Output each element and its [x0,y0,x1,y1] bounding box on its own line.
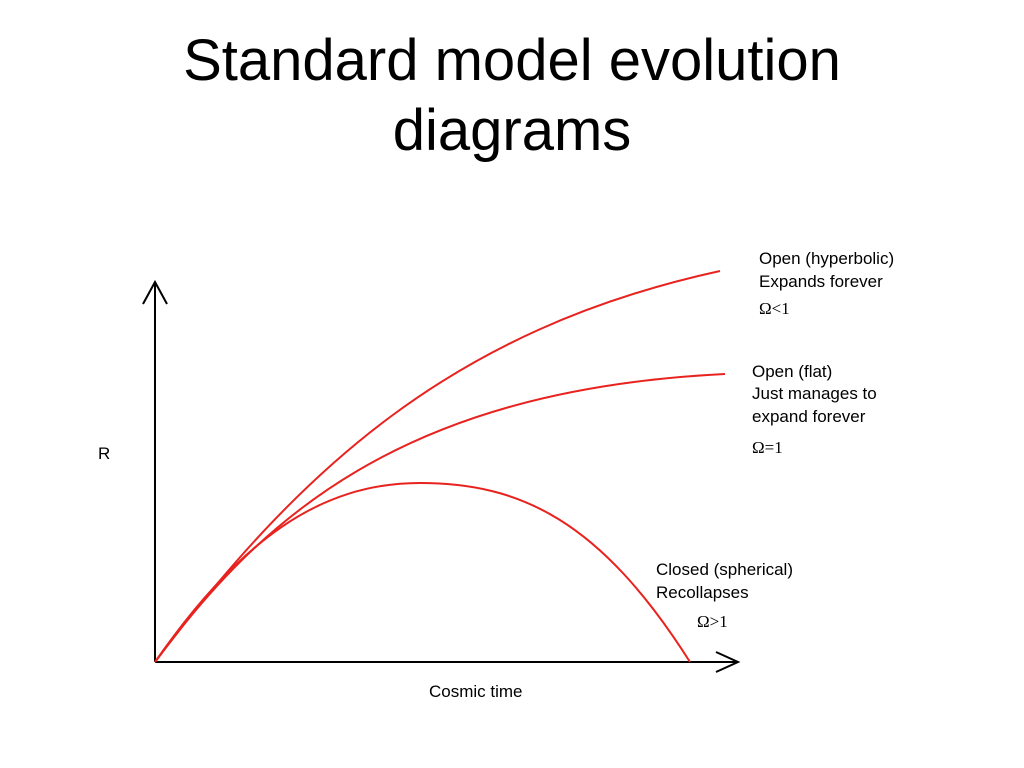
label-closed-spherical: Closed (spherical) Recollapses Ω>1 [656,560,793,631]
x-axis-arrowhead [715,651,741,673]
flat-line-1: Open (flat) [752,362,832,381]
flat-line-2: Just manages to [752,384,877,403]
label-open-flat: Open (flat) Just manages to expand forev… [752,362,877,457]
curve-open-hyperbolic [154,270,721,663]
flat-line-3: expand forever [752,407,866,426]
hyperbolic-line-2: Expands forever [759,272,883,291]
hyperbolic-line-1: Open (hyperbolic) [759,249,894,268]
closed-line-1: Closed (spherical) [656,560,793,579]
curve-open-flat [154,373,726,663]
x-axis-label: Cosmic time [429,682,523,701]
y-axis-arrowhead [142,279,168,305]
y-axis-label: R [98,444,110,463]
closed-omega: Ω>1 [697,612,728,631]
label-open-hyperbolic: Open (hyperbolic) Expands forever Ω<1 [759,249,894,318]
closed-line-2: Recollapses [656,583,749,602]
hyperbolic-omega: Ω<1 [759,299,790,318]
title-line-1: Standard model evolution [183,28,841,93]
page-title: Standard model evolution diagrams [0,26,1024,166]
curve-closed-spherical [154,481,691,663]
flat-omega: Ω=1 [752,438,783,457]
title-line-2: diagrams [392,98,632,163]
